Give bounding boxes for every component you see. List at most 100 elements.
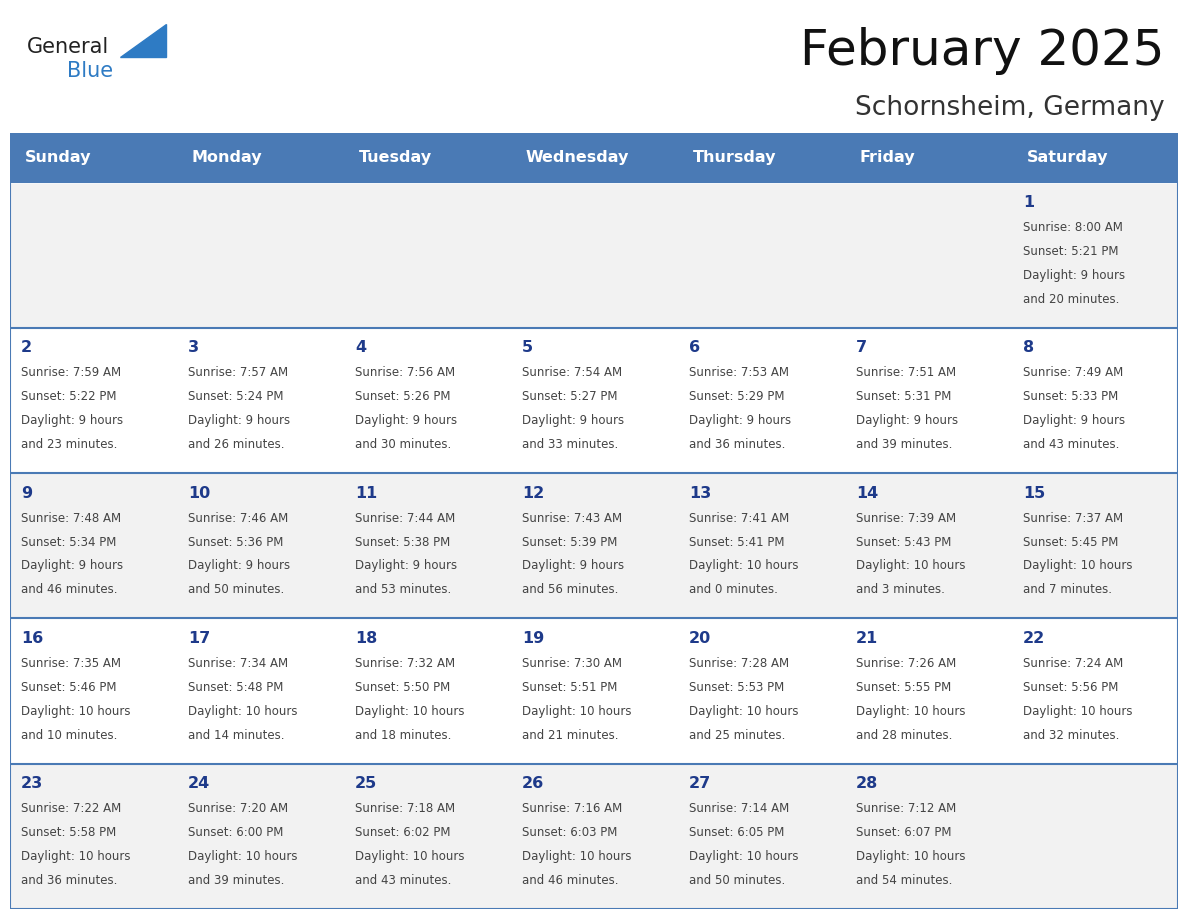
Text: Sunrise: 7:57 AM: Sunrise: 7:57 AM [188, 366, 289, 379]
Text: Schornsheim, Germany: Schornsheim, Germany [854, 95, 1164, 121]
Text: Sunrise: 7:32 AM: Sunrise: 7:32 AM [355, 657, 455, 670]
Text: 1: 1 [1023, 196, 1035, 210]
Bar [10, 133, 177, 183]
Text: Daylight: 9 hours: Daylight: 9 hours [188, 414, 290, 427]
Bar [177, 618, 343, 764]
Text: 24: 24 [188, 777, 210, 791]
Text: Daylight: 10 hours: Daylight: 10 hours [355, 850, 465, 863]
Text: Sunset: 5:53 PM: Sunset: 5:53 PM [689, 681, 784, 694]
Text: Sunrise: 7:16 AM: Sunrise: 7:16 AM [523, 802, 623, 815]
Text: and 54 minutes.: and 54 minutes. [857, 874, 953, 887]
Text: and 43 minutes.: and 43 minutes. [1023, 438, 1119, 451]
Text: Sunrise: 7:53 AM: Sunrise: 7:53 AM [689, 366, 789, 379]
Text: Sunset: 5:43 PM: Sunset: 5:43 PM [857, 535, 952, 549]
Bar [10, 618, 177, 764]
Text: Sunset: 5:38 PM: Sunset: 5:38 PM [355, 535, 450, 549]
Text: Daylight: 9 hours: Daylight: 9 hours [355, 414, 457, 427]
Text: Blue: Blue [67, 61, 113, 81]
Text: Daylight: 9 hours: Daylight: 9 hours [1023, 269, 1125, 282]
Text: 5: 5 [523, 341, 533, 355]
Bar [343, 473, 511, 618]
Text: and 25 minutes.: and 25 minutes. [689, 729, 785, 742]
Text: Sunrise: 7:26 AM: Sunrise: 7:26 AM [857, 657, 956, 670]
Text: 6: 6 [689, 341, 700, 355]
Text: Sunset: 5:24 PM: Sunset: 5:24 PM [188, 390, 284, 403]
Text: Sunset: 5:33 PM: Sunset: 5:33 PM [1023, 390, 1118, 403]
Text: and 53 minutes.: and 53 minutes. [355, 584, 451, 597]
Text: Daylight: 10 hours: Daylight: 10 hours [523, 850, 632, 863]
Text: 27: 27 [689, 777, 712, 791]
Bar [1011, 183, 1178, 328]
Text: Sunrise: 7:34 AM: Sunrise: 7:34 AM [188, 657, 289, 670]
Text: Sunrise: 7:20 AM: Sunrise: 7:20 AM [188, 802, 289, 815]
Text: Sunset: 6:03 PM: Sunset: 6:03 PM [523, 826, 618, 839]
Text: Sunrise: 7:44 AM: Sunrise: 7:44 AM [355, 511, 455, 525]
Text: Sunrise: 7:28 AM: Sunrise: 7:28 AM [689, 657, 789, 670]
Text: Sunset: 5:34 PM: Sunset: 5:34 PM [21, 535, 116, 549]
Text: 23: 23 [21, 777, 44, 791]
Text: and 18 minutes.: and 18 minutes. [355, 729, 451, 742]
Text: 22: 22 [1023, 631, 1045, 646]
Text: Friday: Friday [860, 151, 915, 165]
Bar [343, 764, 511, 909]
Bar [1011, 618, 1178, 764]
Text: Sunrise: 7:39 AM: Sunrise: 7:39 AM [857, 511, 956, 525]
Text: Daylight: 10 hours: Daylight: 10 hours [1023, 559, 1132, 573]
Bar [343, 328, 511, 473]
Text: Sunrise: 7:43 AM: Sunrise: 7:43 AM [523, 511, 623, 525]
Text: 9: 9 [21, 486, 32, 501]
Text: Sunrise: 7:22 AM: Sunrise: 7:22 AM [21, 802, 121, 815]
Text: Sunrise: 7:24 AM: Sunrise: 7:24 AM [1023, 657, 1124, 670]
Text: 3: 3 [188, 341, 200, 355]
Text: Sunset: 5:29 PM: Sunset: 5:29 PM [689, 390, 785, 403]
Text: and 0 minutes.: and 0 minutes. [689, 584, 778, 597]
Text: Daylight: 9 hours: Daylight: 9 hours [1023, 414, 1125, 427]
Text: 14: 14 [857, 486, 878, 501]
Text: Sunset: 5:31 PM: Sunset: 5:31 PM [857, 390, 952, 403]
Text: and 46 minutes.: and 46 minutes. [523, 874, 619, 887]
Text: Saturday: Saturday [1026, 151, 1108, 165]
Text: Sunset: 6:00 PM: Sunset: 6:00 PM [188, 826, 284, 839]
Text: Sunset: 5:56 PM: Sunset: 5:56 PM [1023, 681, 1119, 694]
Text: and 21 minutes.: and 21 minutes. [523, 729, 619, 742]
Bar [511, 764, 677, 909]
Text: Sunset: 5:58 PM: Sunset: 5:58 PM [21, 826, 116, 839]
Text: and 56 minutes.: and 56 minutes. [523, 584, 619, 597]
Text: Sunrise: 8:00 AM: Sunrise: 8:00 AM [1023, 221, 1123, 234]
Text: Daylight: 10 hours: Daylight: 10 hours [857, 559, 966, 573]
Text: Sunrise: 7:14 AM: Sunrise: 7:14 AM [689, 802, 790, 815]
Text: February 2025: February 2025 [800, 27, 1164, 75]
Text: Sunset: 5:45 PM: Sunset: 5:45 PM [1023, 535, 1119, 549]
Bar [10, 328, 177, 473]
Text: Sunset: 5:21 PM: Sunset: 5:21 PM [1023, 245, 1119, 258]
Text: Daylight: 10 hours: Daylight: 10 hours [355, 705, 465, 718]
Text: Tuesday: Tuesday [359, 151, 431, 165]
Bar [845, 328, 1011, 473]
Text: 4: 4 [355, 341, 366, 355]
Bar [845, 133, 1011, 183]
Text: 15: 15 [1023, 486, 1045, 501]
Polygon shape [120, 24, 166, 57]
Text: 18: 18 [355, 631, 378, 646]
Text: Daylight: 10 hours: Daylight: 10 hours [21, 705, 131, 718]
Text: Sunrise: 7:49 AM: Sunrise: 7:49 AM [1023, 366, 1124, 379]
Text: Sunrise: 7:51 AM: Sunrise: 7:51 AM [857, 366, 956, 379]
Text: 13: 13 [689, 486, 712, 501]
Bar [1011, 764, 1178, 909]
Text: Sunset: 6:05 PM: Sunset: 6:05 PM [689, 826, 784, 839]
Text: 7: 7 [857, 341, 867, 355]
Text: Daylight: 9 hours: Daylight: 9 hours [523, 414, 625, 427]
Text: 12: 12 [523, 486, 544, 501]
Bar [343, 133, 511, 183]
Bar [511, 473, 677, 618]
Text: and 39 minutes.: and 39 minutes. [857, 438, 953, 451]
Bar [511, 133, 677, 183]
Text: and 23 minutes.: and 23 minutes. [21, 438, 118, 451]
Text: and 3 minutes.: and 3 minutes. [857, 584, 946, 597]
Text: 26: 26 [523, 777, 544, 791]
Text: 17: 17 [188, 631, 210, 646]
Text: and 43 minutes.: and 43 minutes. [355, 874, 451, 887]
Text: Daylight: 10 hours: Daylight: 10 hours [188, 705, 298, 718]
Bar [177, 764, 343, 909]
Bar [511, 328, 677, 473]
